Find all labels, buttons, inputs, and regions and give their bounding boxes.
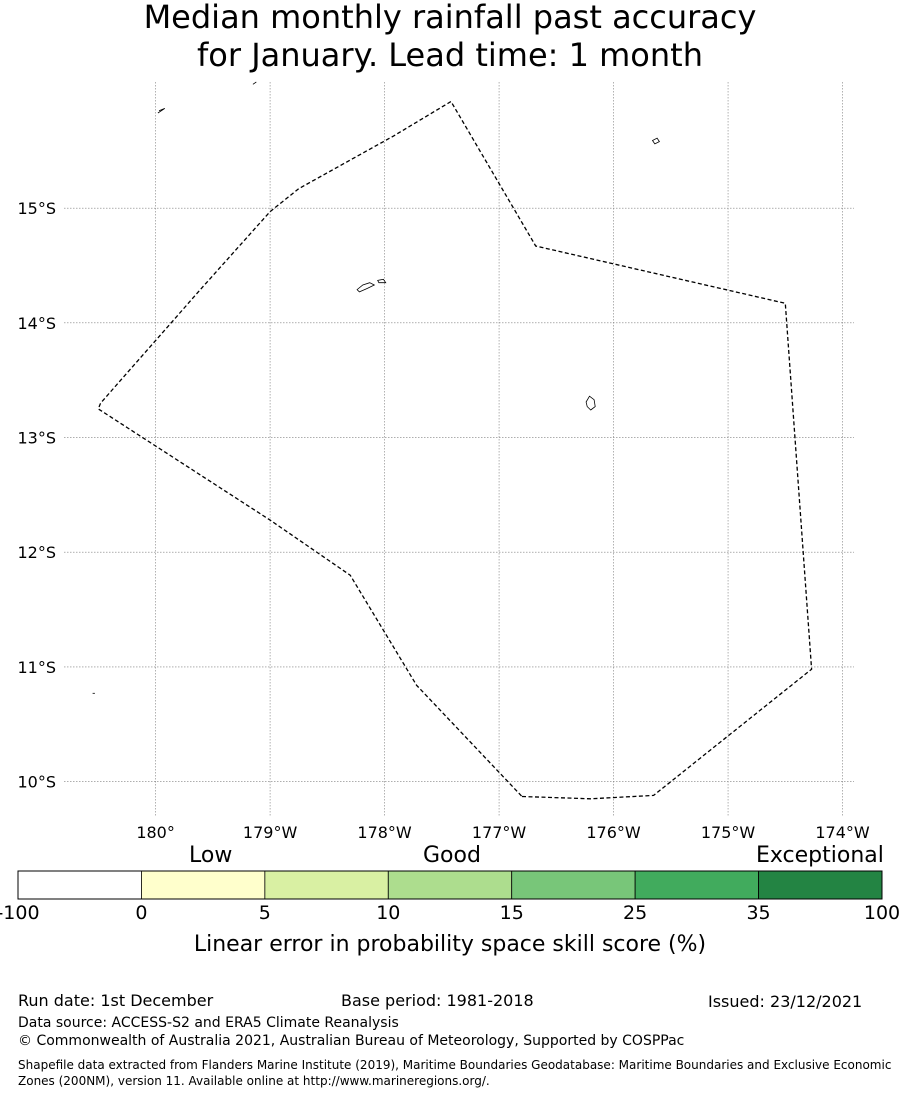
colorbar-swatch [264, 870, 389, 900]
colorbar-tick-label: 0 [135, 902, 148, 924]
chart-title-line1: Median monthly rainfall past accuracy [143, 0, 757, 36]
run-date: Run date: 1st December [18, 991, 214, 1010]
lat-tick-label: 13°S [17, 429, 56, 448]
island-rotuma [157, 108, 166, 114]
lat-tick-label: 14°S [17, 314, 56, 333]
colorbar-tick-label: 5 [258, 902, 271, 924]
lon-tick-label: 178°W [357, 823, 412, 842]
eez-boundary-line [97, 100, 813, 800]
colorbar-swatch [141, 870, 266, 900]
colorbar-tick-label: 100 [863, 902, 900, 924]
colorbar-axis-label: Linear error in probability space skill … [193, 932, 707, 957]
lon-tick-label: 180° [136, 823, 175, 842]
data-source: Data source: ACCESS-S2 and ERA5 Climate … [18, 1015, 399, 1031]
lon-tick-label: 179°W [243, 823, 298, 842]
shapefile-credit: Shapefile data extracted from Flanders M… [18, 1058, 892, 1088]
colorbar-swatch [17, 870, 142, 900]
colorbar-tick-label: 35 [746, 902, 771, 924]
island-futuna [356, 282, 376, 293]
colorbar [17, 870, 883, 900]
copyright-notice: © Commonwealth of Australia 2021, Austra… [18, 1033, 685, 1049]
colorbar-tick-label: 25 [623, 902, 648, 924]
graticule [64, 82, 854, 816]
issued-date: Issued: 23/12/2021 [708, 992, 863, 1011]
lat-tick-label: 10°S [17, 773, 56, 792]
chart-title-line2: for January. Lead time: 1 month [197, 36, 703, 74]
colorbar-tick-label: 10 [376, 902, 401, 924]
lat-tick-label: 11°S [17, 658, 56, 677]
lon-tick-label: 176°W [586, 823, 641, 842]
lat-tick-label: 15°S [17, 199, 56, 218]
lon-tick-label: 175°W [701, 823, 756, 842]
colorbar-exceptional-label: Exceptional [756, 843, 884, 868]
colorbar-swatch [634, 870, 759, 900]
island-islet-s [252, 81, 257, 85]
island-niuafoou [651, 137, 660, 145]
eez-boundary-layer [97, 100, 813, 800]
colorbar-tick-label: 15 [499, 902, 524, 924]
lon-tick-label: 174°W [815, 823, 870, 842]
axis-tick-labels: 180° 179°W 178°W 177°W 176°W 175°W 174°W 10°S 11… [17, 199, 869, 842]
island-alofi [377, 278, 387, 284]
lat-tick-label: 12°S [17, 543, 56, 562]
colorbar-swatch [511, 870, 636, 900]
colorbar-swatch [387, 870, 513, 900]
coastline-layer [92, 81, 660, 694]
colorbar-good-label: Good [423, 843, 481, 868]
island-wallis [585, 395, 596, 411]
colorbar-low-label: Low [189, 843, 233, 868]
colorbar-frame [17, 870, 883, 900]
colorbar-tick-label: -100 [0, 902, 40, 924]
lon-tick-label: 177°W [472, 823, 527, 842]
base-period: Base period: 1981-2018 [341, 991, 534, 1010]
colorbar-swatch [758, 870, 883, 900]
